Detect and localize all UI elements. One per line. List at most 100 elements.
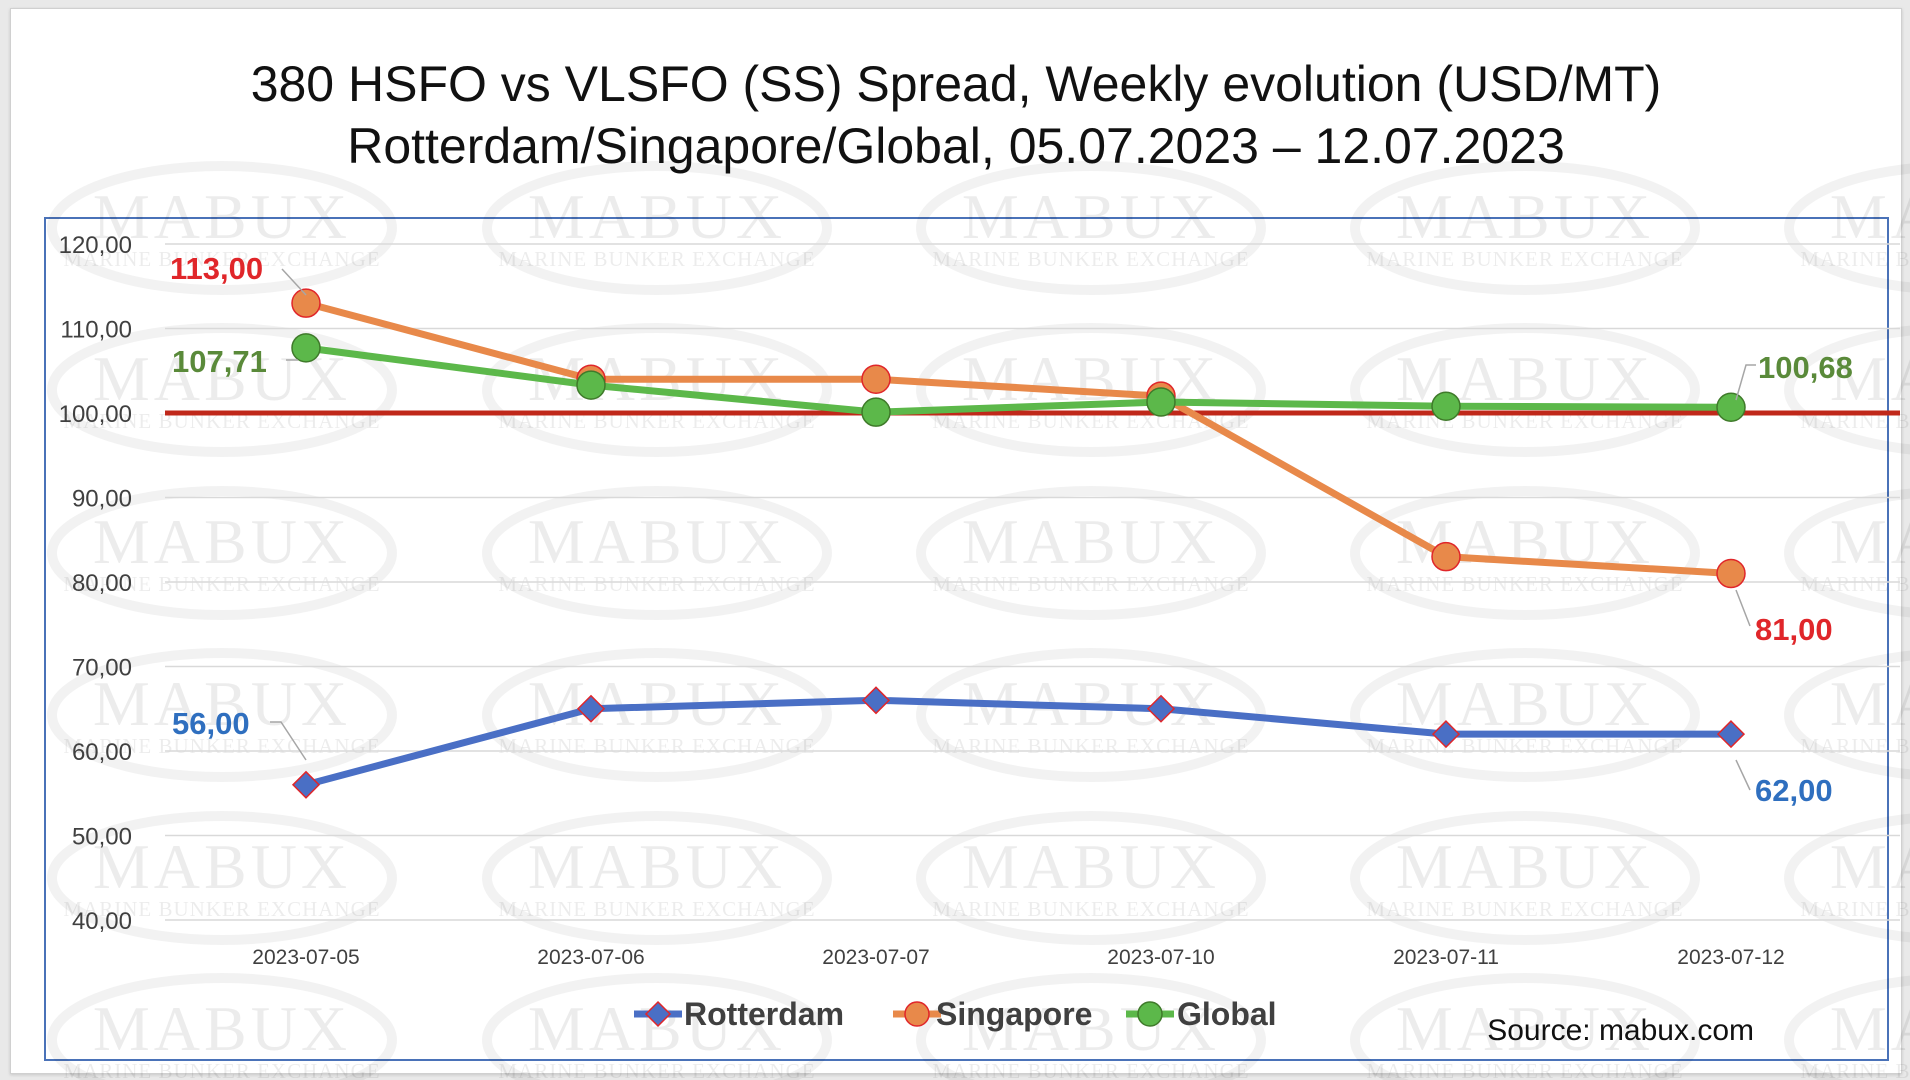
watermark-text: MABUX — [93, 831, 351, 902]
watermark-subtext: MARINE BUNKER EXCHANGE — [498, 734, 815, 758]
data-point-singapore — [291, 288, 321, 318]
watermark-swirl — [1784, 163, 1910, 293]
watermark-subtext: MARINE BUNKER EXCHANGE — [1800, 1059, 1910, 1080]
watermark-text: MABUX — [93, 181, 351, 252]
watermark-subtext: MARINE BUNKER EXCHANGE — [63, 734, 380, 758]
leader-line — [281, 268, 307, 296]
watermark-swirl — [1784, 650, 1910, 780]
watermark-subtext: MARINE BUNKER EXCHANGE — [63, 572, 380, 596]
y-axis: 40,00 50,00 60,00 70,00 80,00 90,00 100,00 110,… — [59, 232, 132, 935]
watermark-swirl — [482, 973, 832, 1080]
y-tick-label: 60,00 — [72, 739, 132, 766]
watermark-swirl — [1784, 488, 1910, 618]
watermark-text: MABUX — [528, 181, 786, 252]
watermark-swirl — [1784, 325, 1910, 455]
data-label-global: 107,71 — [172, 344, 267, 379]
watermark-text: MABUX — [1830, 343, 1910, 414]
data-point-global — [1146, 387, 1176, 417]
data-label-layer: 56,00 62,00 113,00 81,00 107,71 100,68 — [170, 251, 1853, 808]
watermark-swirl — [916, 161, 1266, 295]
data-point-global — [291, 333, 321, 363]
watermark-swirl — [47, 973, 397, 1080]
legend-label-global: Global — [1177, 996, 1277, 1032]
watermark-text: MABUX — [1396, 993, 1654, 1064]
watermark-swirl — [47, 811, 397, 945]
watermark-subtext: MARINE BUNKER EXCHANGE — [63, 1059, 380, 1080]
watermark-text: MABUX — [1396, 181, 1654, 252]
source-note: Source: mabux.com — [1487, 1014, 1754, 1047]
leader-line — [270, 721, 307, 761]
x-tick-label: 2023-07-12 — [1677, 946, 1784, 969]
watermark-text: MABUX — [1396, 668, 1654, 739]
x-tick-label: 2023-07-07 — [822, 946, 929, 969]
watermark-text: MABUX — [1830, 181, 1910, 252]
watermark-subtext: MARINE BUNKER EXCHANGE — [932, 734, 1249, 758]
data-label-global: 100,68 — [1758, 350, 1853, 385]
watermark-subtext: MARINE BUNKER EXCHANGE — [1366, 247, 1683, 271]
data-point-rotterdam — [1146, 694, 1176, 723]
y-tick-label: 110,00 — [60, 317, 132, 344]
data-point-singapore — [1716, 558, 1746, 589]
data-point-singapore — [1431, 541, 1461, 572]
watermark-subtext: MARINE BUNKER EXCHANGE — [932, 897, 1249, 921]
watermark-subtext: MARINE BUNKER EXCHANGE — [932, 1059, 1249, 1080]
watermark-text: MABUX — [962, 831, 1220, 902]
x-tick-label: 2023-07-11 — [1393, 946, 1499, 969]
data-point-singapore — [861, 364, 891, 394]
chart-title-line-1: 380 HSFO vs VLSFO (SS) Spread, Weekly ev… — [250, 56, 1662, 112]
y-tick-label: 90,00 — [72, 486, 132, 513]
chart-title: 380 HSFO vs VLSFO (SS) Spread, Weekly ev… — [11, 53, 1901, 177]
y-tick-label: 120,00 — [59, 232, 132, 259]
watermark-text: MABUX — [93, 668, 351, 739]
watermark-swirl — [1350, 973, 1700, 1080]
chart-page: 380 HSFO vs VLSFO (SS) Spread, Weekly ev… — [10, 8, 1902, 1074]
watermark-text: MABUX — [528, 831, 786, 902]
legend-label-rotterdam: Rotterdam — [684, 996, 844, 1032]
watermark-text: MABUX — [962, 506, 1220, 577]
watermark-text: MABUX — [962, 181, 1220, 252]
watermark-swirl — [1784, 975, 1910, 1080]
watermark-subtext: MARINE BUNKER EXCHANGE — [1800, 734, 1910, 758]
legend-marker-singapore — [904, 1001, 930, 1027]
watermark-swirl — [916, 486, 1266, 620]
watermark-subtext: MARINE BUNKER EXCHANGE — [1366, 572, 1683, 596]
chart-frame — [44, 217, 1889, 1061]
watermark-swirl — [1350, 811, 1700, 945]
watermark-text: MABUX — [528, 506, 786, 577]
data-point-rotterdam — [1716, 720, 1746, 749]
watermark-text: MABUX — [962, 993, 1220, 1064]
legend: Rotterdam Singapore Global — [634, 996, 1277, 1032]
series-line-singapore — [305, 299, 1732, 578]
legend-marker-rotterdam — [644, 1000, 672, 1028]
x-tick-label: 2023-07-05 — [252, 946, 359, 969]
watermark-subtext: MARINE BUNKER EXCHANGE — [1366, 897, 1683, 921]
watermark-text: MABUX — [1830, 668, 1910, 739]
watermark-subtext: MARINE BUNKER EXCHANGE — [1366, 1059, 1683, 1080]
watermark-text: MABUX — [1830, 993, 1910, 1064]
watermark-swirl — [482, 648, 832, 782]
watermark-text: MABUX — [1396, 831, 1654, 902]
data-label-rotterdam: 56,00 — [172, 706, 250, 741]
data-point-global — [1431, 391, 1461, 421]
watermark-swirl — [916, 973, 1266, 1080]
x-tick-label: 2023-07-06 — [537, 946, 644, 969]
watermark-subtext: MARINE BUNKER EXCHANGE — [1800, 897, 1910, 921]
watermark-text: MABUX — [93, 506, 351, 577]
leader-line — [1735, 759, 1751, 791]
data-point-rotterdam — [576, 694, 606, 723]
y-tick-label: 80,00 — [72, 570, 132, 597]
grid-layer — [165, 243, 1900, 921]
data-label-rotterdam: 62,00 — [1755, 773, 1833, 808]
y-tick-label: 70,00 — [72, 655, 132, 682]
data-point-rotterdam — [861, 686, 891, 715]
data-point-global — [576, 370, 606, 400]
watermark-swirl — [1350, 161, 1700, 295]
watermark-swirl — [916, 811, 1266, 945]
watermark-text: MABUX — [1830, 831, 1910, 902]
watermark-subtext: MARINE BUNKER EXCHANGE — [1800, 572, 1910, 596]
series-layer — [291, 288, 1746, 799]
y-tick-label: 50,00 — [72, 824, 132, 851]
watermark-swirl — [482, 486, 832, 620]
